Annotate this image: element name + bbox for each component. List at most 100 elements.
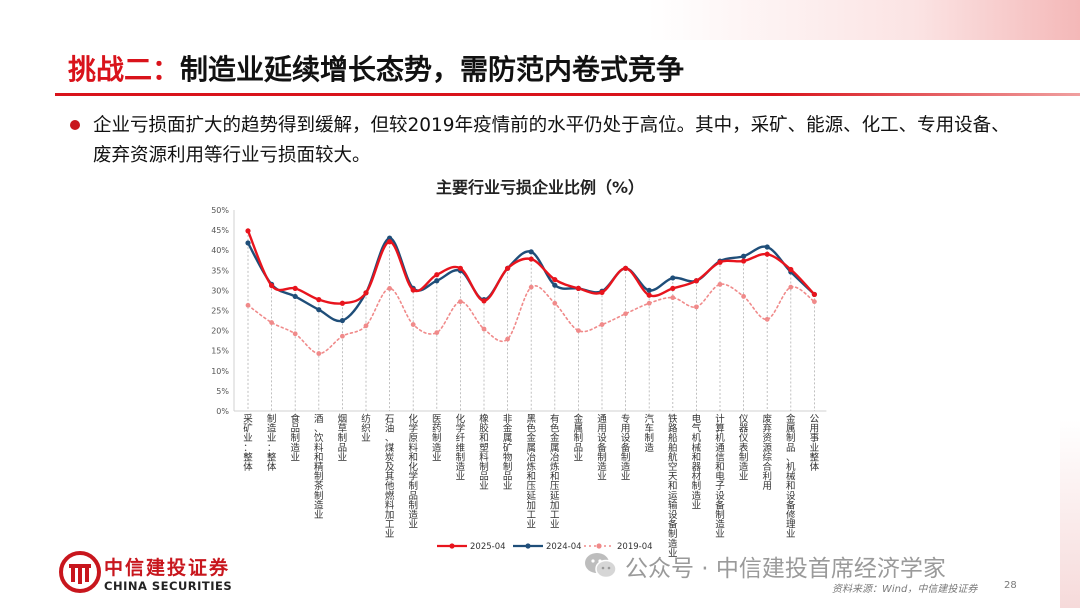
legend-label-2024-04: 2024-04 xyxy=(546,542,582,552)
data-point-2019-04 xyxy=(670,295,676,301)
data-point-2019-04 xyxy=(694,304,699,310)
data-point-2019-04 xyxy=(410,322,416,327)
bullet-text: 企业亏损面扩大的趋势得到缓解，但较2019年疫情前的水平仍处于高位。其中，采矿、… xyxy=(93,115,1010,166)
data-point-2024-04 xyxy=(670,275,676,281)
brand-name-en: CHINA SECURITIES xyxy=(104,579,233,593)
x-category-label: 黑色金属冶炼和压延加工业 xyxy=(526,414,536,531)
y-tick-label: 35% xyxy=(211,266,229,275)
data-point-2025-04 xyxy=(670,285,676,291)
watermark-text: 公众号 · 中信建投首席经济学家 xyxy=(625,556,946,582)
data-point-2019-04 xyxy=(646,300,652,306)
data-point-2024-04 xyxy=(292,293,298,300)
data-point-2024-04 xyxy=(528,249,534,255)
data-point-2025-04 xyxy=(434,272,440,278)
data-point-2025-04 xyxy=(387,239,393,245)
x-category-label: 采矿业：整体 xyxy=(243,414,253,473)
citic-logo-icon xyxy=(59,551,101,593)
data-point-2024-04 xyxy=(245,240,251,246)
x-category-label: 通用设备制造业 xyxy=(597,414,607,483)
data-point-2019-04 xyxy=(387,285,392,291)
x-category-label: 非金属矿物制品业 xyxy=(503,413,513,492)
slide-title-prefix: 挑战二： xyxy=(68,53,181,86)
y-tick-label: 5% xyxy=(216,387,229,396)
x-category-label: 汽车制造 xyxy=(644,413,654,454)
data-point-2025-04 xyxy=(245,228,251,234)
x-category-label: 医药制造业 xyxy=(432,414,442,463)
data-point-2019-04 xyxy=(458,299,463,305)
data-point-2025-04 xyxy=(552,276,558,283)
x-category-label: 食品制造业 xyxy=(290,413,300,463)
y-tick-label: 40% xyxy=(211,246,229,255)
data-point-2024-04 xyxy=(434,278,440,284)
data-point-2024-04 xyxy=(764,244,770,250)
x-category-label: 废弃资源综合利用 xyxy=(762,413,772,492)
data-point-2025-04 xyxy=(528,256,534,262)
data-point-2019-04 xyxy=(363,323,369,329)
y-tick-label: 30% xyxy=(211,286,229,295)
red-dot-icon xyxy=(70,120,80,130)
data-point-2019-04 xyxy=(505,336,510,342)
data-point-2025-04 xyxy=(764,251,770,257)
x-category-label: 有色金属冶炼和压延加工业 xyxy=(550,413,560,531)
top-decoration-band xyxy=(0,0,1080,40)
data-point-2019-04 xyxy=(599,322,605,327)
x-category-label: 金属制品业 xyxy=(574,413,584,463)
data-point-2024-04 xyxy=(741,253,747,259)
x-category-label: 计算机通信和电子设备制造业 xyxy=(715,413,725,540)
data-point-2019-04 xyxy=(269,320,274,325)
data-point-2019-04 xyxy=(623,311,628,317)
data-point-2019-04 xyxy=(481,326,487,332)
data-point-2025-04 xyxy=(646,292,652,298)
data-point-2019-04 xyxy=(788,284,794,290)
legend-marker-2024-04 xyxy=(525,543,531,549)
x-category-label: 电气机械和器材制造业 xyxy=(692,413,702,511)
data-point-2024-04 xyxy=(387,235,393,241)
y-tick-label: 10% xyxy=(211,367,229,376)
data-point-2025-04 xyxy=(623,265,629,271)
x-category-label: 专用设备制造业 xyxy=(621,413,631,483)
x-category-label: 酒、饮料和精制茶制造业 xyxy=(314,414,324,521)
data-point-2025-04 xyxy=(316,297,322,303)
data-point-2025-04 xyxy=(339,300,345,306)
data-point-2025-04 xyxy=(811,291,818,298)
x-category-label: 公用事业整体 xyxy=(810,414,820,473)
data-point-2025-04 xyxy=(575,285,582,291)
data-point-2025-04 xyxy=(505,265,511,271)
data-point-2025-04 xyxy=(481,298,487,304)
legend-marker-2019-04 xyxy=(596,543,602,549)
data-point-2025-04 xyxy=(292,285,298,291)
data-point-2019-04 xyxy=(552,300,558,306)
data-point-2025-04 xyxy=(599,289,605,296)
data-point-2025-04 xyxy=(269,282,275,289)
x-category-label: 纺织业 xyxy=(361,413,371,444)
data-point-2025-04 xyxy=(363,290,369,296)
wechat-icon xyxy=(585,553,617,579)
data-point-2019-04 xyxy=(316,351,322,356)
data-point-2019-04 xyxy=(764,316,770,322)
data-point-2019-04 xyxy=(434,330,440,336)
x-category-label: 化学纤维制造业 xyxy=(456,413,466,483)
page-number: 28 xyxy=(1004,580,1017,591)
data-point-2019-04 xyxy=(245,302,251,308)
y-tick-label: 0% xyxy=(216,407,229,416)
x-category-label: 仪器仪表制造业 xyxy=(739,414,749,483)
x-category-label: 化学原料和化学制品制造业 xyxy=(408,413,418,531)
data-point-2024-04 xyxy=(316,307,322,313)
data-point-2019-04 xyxy=(576,328,581,333)
legend-label-2019-04: 2019-04 xyxy=(617,542,653,552)
data-point-2019-04 xyxy=(717,281,723,287)
x-category-label: 金属制品、机械和设备修理业 xyxy=(786,413,796,540)
x-category-label: 烟草制品业 xyxy=(338,413,348,463)
data-point-2025-04 xyxy=(410,287,416,293)
title-underline xyxy=(55,93,1080,96)
data-point-2019-04 xyxy=(741,294,746,299)
y-tick-label: 20% xyxy=(211,327,229,336)
data-point-2025-04 xyxy=(457,265,463,271)
brand-name-cn: 中信建投证券 xyxy=(104,557,231,579)
legend-label-2025-04: 2025-04 xyxy=(470,542,506,552)
slide-title: 挑战二：制造业延续增长态势，需防范内卷式竞争 xyxy=(68,48,684,88)
data-point-2025-04 xyxy=(717,259,723,265)
data-point-2019-04 xyxy=(292,331,298,337)
x-category-label: 制造业：整体 xyxy=(267,413,277,473)
